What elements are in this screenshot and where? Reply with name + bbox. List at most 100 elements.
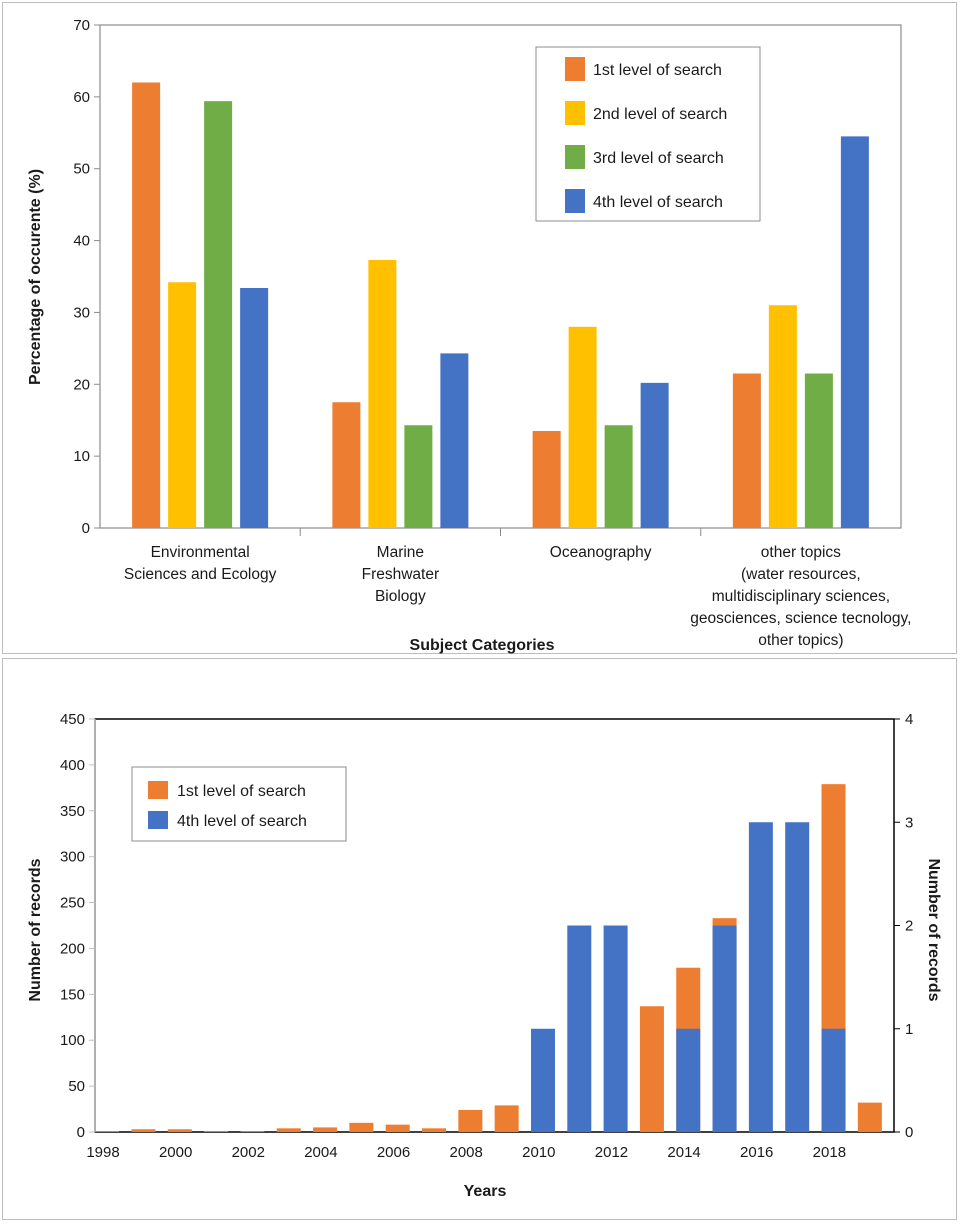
y-tick-label: 300 [60, 849, 85, 866]
bar [821, 1028, 846, 1132]
legend-label: 4th level of search [177, 813, 307, 830]
bar [804, 373, 833, 528]
x-category-label-line: Freshwater [362, 566, 440, 583]
y-tick-label: 0 [82, 520, 90, 537]
bar [785, 822, 810, 1132]
x-category-label-line: Environmental [151, 544, 250, 561]
legend-swatch [148, 811, 168, 829]
bar [603, 925, 628, 1132]
x-category-label-line: geosciences, science tecnology, [690, 610, 911, 627]
y-tick-label: 20 [73, 376, 90, 393]
x-tick-label: 2018 [813, 1144, 846, 1161]
x-tick-label: 2004 [304, 1144, 337, 1161]
bar [204, 1131, 229, 1132]
bar [385, 1124, 410, 1132]
x-category-label: Environmental Sciences and Ecology [124, 544, 277, 583]
x-category-label-line: multidisciplinary sciences, [712, 588, 890, 605]
y-tick-label: 50 [68, 1078, 85, 1095]
y-axis-title: Percentage of occurente (%) [27, 169, 44, 385]
y-tick-label: 40 [73, 233, 90, 250]
x-category-label-line: other topics [761, 544, 841, 561]
x-tick-label: 2006 [377, 1144, 410, 1161]
bar [768, 305, 797, 528]
bar [532, 430, 561, 528]
legend-swatch [565, 145, 585, 169]
chart-panel-top: 0 10 20 30 40 50 60 70 Environmental Sciences and… [2, 2, 957, 654]
legend-swatch [148, 781, 168, 799]
y-tick-label: 100 [60, 1032, 85, 1049]
bar [530, 1028, 555, 1132]
bar [712, 925, 737, 1132]
x-category-label-line: Marine [377, 544, 424, 561]
y-tick-label: 400 [60, 757, 85, 774]
legend-label: 3rd level of search [593, 150, 724, 167]
x-tick-label: 2008 [449, 1144, 482, 1161]
y-tick-label: 30 [73, 304, 90, 321]
bar [332, 402, 361, 528]
y-tick-label: 350 [60, 803, 85, 820]
x-category-label-line: (water resources, [741, 566, 861, 583]
bar [732, 373, 761, 528]
y-tick-label: 450 [60, 711, 85, 728]
chart-panel-bottom: 0 50 100 150 200 250 300 350 400 450 0 1 2 3 4 1998 2000… [2, 658, 957, 1220]
bar [313, 1127, 338, 1132]
bar [440, 353, 469, 528]
y-tick-label: 50 [73, 161, 90, 178]
y2-tick-label: 0 [905, 1124, 913, 1141]
x-tick-label: 2000 [159, 1144, 192, 1161]
x-category-label-line: Sciences and Ecology [124, 566, 277, 583]
bar [167, 1129, 192, 1132]
bar [640, 382, 669, 528]
y2-tick-label: 1 [905, 1021, 913, 1038]
legend-swatch [565, 101, 585, 125]
bar [567, 925, 592, 1132]
bar [404, 425, 433, 528]
y-tick-label: 200 [60, 940, 85, 957]
x-tick-label: 2010 [522, 1144, 555, 1161]
x-category-label: Marine Freshwater Biology [362, 544, 440, 605]
legend-label: 2nd level of search [593, 106, 727, 123]
y-tick-label: 0 [77, 1124, 85, 1141]
x-axis-title: Subject Categories [410, 637, 555, 654]
y2-tick-label: 3 [905, 814, 913, 831]
legend-label: 4th level of search [593, 194, 723, 211]
legend-swatch [565, 57, 585, 81]
y-tick-label: 70 [73, 17, 90, 34]
bar [276, 1128, 301, 1132]
x-tick-label: 1998 [86, 1144, 119, 1161]
y2-tick-label: 2 [905, 918, 913, 935]
x-tick-label: 2012 [595, 1144, 628, 1161]
bar [368, 259, 397, 528]
legend-swatch [565, 189, 585, 213]
x-category-label-line: Oceanography [550, 544, 652, 561]
bar [604, 425, 633, 528]
x-category-label: Oceanography [550, 544, 652, 561]
bar [676, 1028, 701, 1132]
bar [568, 326, 597, 528]
bar [204, 101, 233, 528]
y2-axis-title: Number of records [925, 858, 942, 1001]
bar [422, 1128, 447, 1132]
bar [132, 82, 161, 528]
bar [240, 1131, 265, 1132]
x-tick-label: 2016 [740, 1144, 773, 1161]
bar [748, 822, 773, 1132]
bar [857, 1102, 882, 1132]
percentage-bar-chart: 0 10 20 30 40 50 60 70 Environmental Sciences and… [27, 17, 911, 654]
y-tick-label: 10 [73, 448, 90, 465]
legend-label: 1st level of search [177, 783, 306, 800]
x-category-label-line: Biology [375, 588, 426, 605]
x-category-label-line: other topics) [758, 632, 843, 649]
y-axis-title: Number of records [27, 858, 44, 1001]
bar [458, 1109, 483, 1132]
bar [494, 1105, 519, 1132]
bar [639, 1006, 664, 1132]
x-tick-label: 2014 [667, 1144, 700, 1161]
records-by-year-chart: 0 50 100 150 200 250 300 350 400 450 0 1 2 3 4 1998 2000… [27, 711, 942, 1200]
bar [168, 282, 197, 528]
y-tick-label: 250 [60, 895, 85, 912]
bar [240, 287, 269, 528]
bar [840, 136, 869, 528]
y2-tick-label: 4 [905, 711, 913, 728]
x-category-label: other topics (water resources, multidiscip… [690, 544, 911, 649]
